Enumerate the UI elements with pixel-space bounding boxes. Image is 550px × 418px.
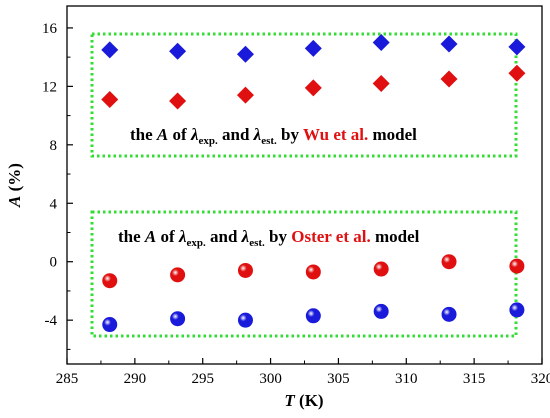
- circle-point: [305, 308, 321, 324]
- diamond-point: [372, 34, 390, 52]
- diamond-point: [372, 74, 390, 92]
- diamond-point: [508, 38, 526, 56]
- circle-point: [373, 261, 389, 277]
- diamond-point: [304, 79, 322, 97]
- y-axis-title: A (%): [5, 163, 24, 208]
- wu-model-box: [90, 32, 518, 158]
- axis-ticks: [66, 27, 543, 364]
- y-tick-label: -4: [45, 313, 58, 329]
- circle-point: [509, 258, 525, 274]
- y-tick-label: 4: [50, 196, 58, 212]
- circle-point: [305, 264, 321, 280]
- x-tick-label: 310: [395, 371, 418, 387]
- x-tick-label: 315: [463, 371, 486, 387]
- circle-point: [509, 302, 525, 318]
- circle-point: [102, 317, 118, 333]
- diamond-point: [440, 35, 458, 53]
- x-tick-label: 285: [56, 371, 79, 387]
- y-tick-label: 8: [50, 138, 58, 154]
- y-tick-label: 0: [50, 255, 58, 271]
- x-tick-label: 290: [124, 371, 147, 387]
- x-axis-title: T (K): [284, 391, 323, 410]
- diamond-point: [169, 92, 187, 110]
- circle-point: [102, 273, 118, 289]
- x-tick-label: 320: [531, 371, 550, 387]
- data-points: [101, 34, 526, 333]
- circle-point: [170, 267, 186, 283]
- diamond-point: [304, 39, 322, 57]
- x-tick-label: 305: [327, 371, 350, 387]
- diamond-point: [101, 91, 119, 109]
- y-tick-label: 12: [42, 79, 57, 95]
- circle-point: [441, 306, 457, 322]
- oster-model-box: [90, 210, 518, 338]
- tick-labels: 285 290 295 300 305 310 315 320 -4 0 4 8 12 16: [42, 21, 550, 387]
- circle-point: [237, 262, 253, 278]
- circle-point: [441, 254, 457, 270]
- x-tick-label: 300: [259, 371, 282, 387]
- wu-annotation: the A of λexp. and λest. by Wu et al. mo…: [130, 125, 417, 147]
- oster-annotation: the A of λexp. and λest. by Oster et al.…: [118, 227, 420, 249]
- diamond-point: [101, 41, 119, 59]
- circle-point: [170, 311, 186, 327]
- y-tick-label: 16: [42, 21, 58, 37]
- plot-frame: [66, 5, 543, 365]
- diamond-point: [236, 86, 254, 104]
- diamond-point: [236, 45, 254, 63]
- diamond-point: [508, 64, 526, 82]
- circle-point: [373, 303, 389, 319]
- circle-point: [237, 312, 253, 328]
- diamond-point: [440, 70, 458, 88]
- diamond-point: [169, 42, 187, 60]
- x-tick-label: 295: [191, 371, 214, 387]
